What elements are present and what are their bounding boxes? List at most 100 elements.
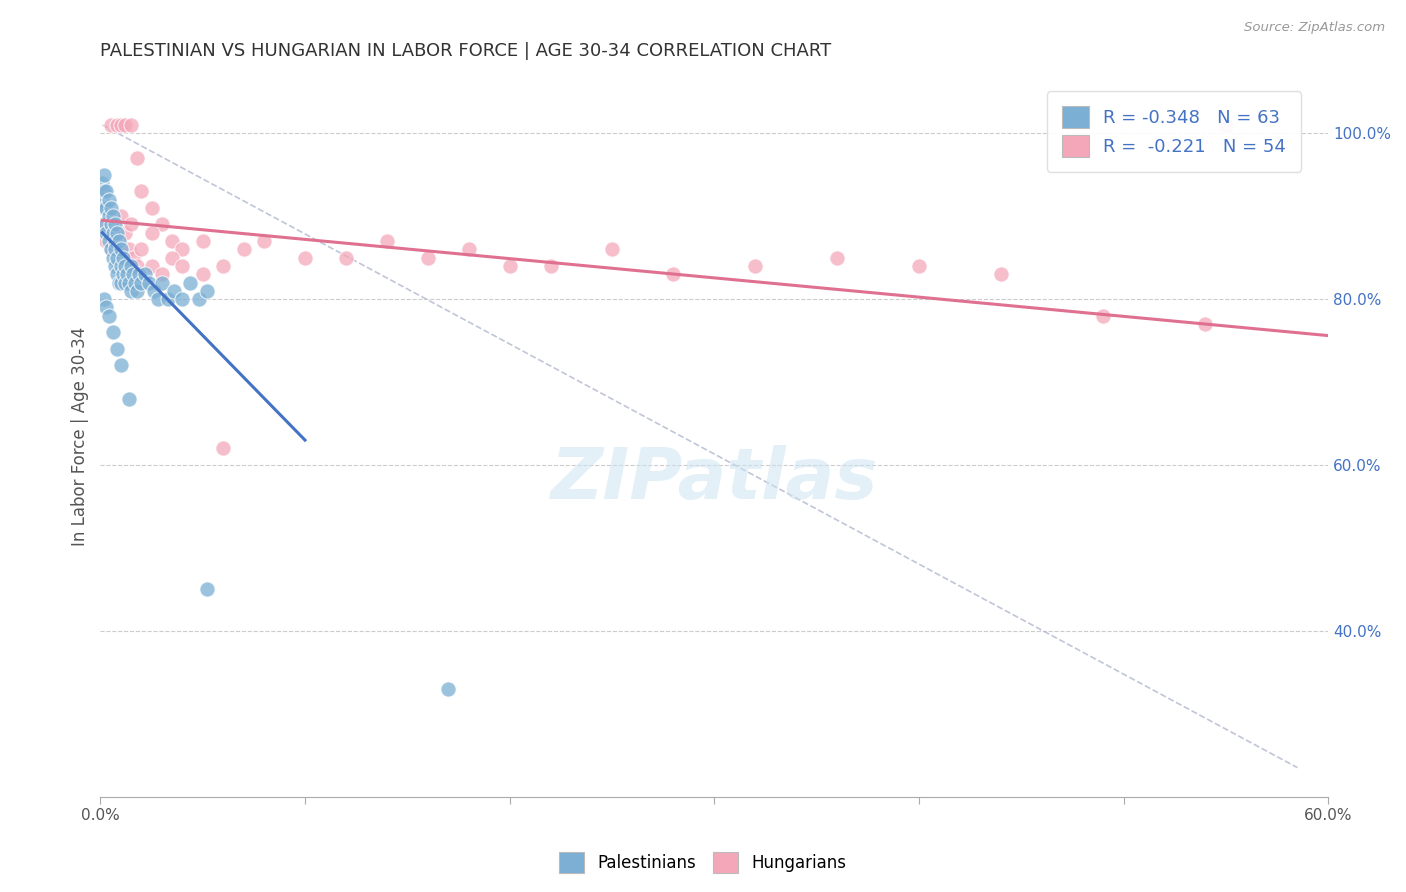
Point bbox=[187, 292, 209, 306]
Point bbox=[96, 218, 118, 232]
Point bbox=[114, 276, 136, 290]
Point bbox=[110, 276, 132, 290]
Point bbox=[93, 218, 115, 232]
Point bbox=[129, 276, 152, 290]
Point bbox=[127, 259, 149, 273]
Point bbox=[160, 251, 183, 265]
Point bbox=[540, 259, 562, 273]
Text: PALESTINIAN VS HUNGARIAN IN LABOR FORCE | AGE 30-34 CORRELATION CHART: PALESTINIAN VS HUNGARIAN IN LABOR FORCE … bbox=[100, 42, 831, 60]
Point bbox=[335, 251, 357, 265]
Point bbox=[118, 243, 141, 257]
Point bbox=[120, 284, 142, 298]
Point bbox=[191, 267, 214, 281]
Point bbox=[120, 259, 142, 273]
Text: Source: ZipAtlas.com: Source: ZipAtlas.com bbox=[1244, 21, 1385, 34]
Point bbox=[141, 201, 163, 215]
Y-axis label: In Labor Force | Age 30-34: In Labor Force | Age 30-34 bbox=[72, 326, 89, 546]
Point bbox=[1215, 118, 1237, 132]
Point bbox=[101, 209, 124, 223]
Point bbox=[110, 259, 132, 273]
Point bbox=[212, 259, 235, 273]
Point bbox=[127, 151, 149, 165]
Point bbox=[114, 226, 136, 240]
Point bbox=[104, 259, 127, 273]
Point bbox=[118, 276, 141, 290]
Point bbox=[93, 201, 115, 215]
Point bbox=[129, 184, 152, 198]
Point bbox=[160, 234, 183, 248]
Point bbox=[104, 218, 127, 232]
Point bbox=[110, 251, 132, 265]
Point bbox=[195, 582, 218, 597]
Point bbox=[97, 193, 120, 207]
Point bbox=[1092, 309, 1115, 323]
Point bbox=[100, 243, 122, 257]
Point bbox=[142, 284, 165, 298]
Point bbox=[111, 267, 134, 281]
Point bbox=[150, 276, 173, 290]
Point bbox=[163, 284, 186, 298]
Point bbox=[150, 218, 173, 232]
Point bbox=[107, 276, 129, 290]
Point bbox=[253, 234, 276, 248]
Point bbox=[101, 326, 124, 340]
Point bbox=[105, 243, 128, 257]
Point bbox=[110, 209, 132, 223]
Point bbox=[179, 276, 201, 290]
Point bbox=[91, 176, 114, 190]
Point bbox=[127, 284, 149, 298]
Point bbox=[600, 243, 623, 257]
Point bbox=[141, 259, 163, 273]
Legend: R = -0.348   N = 63, R =  -0.221   N = 54: R = -0.348 N = 63, R = -0.221 N = 54 bbox=[1047, 92, 1301, 171]
Point bbox=[294, 251, 316, 265]
Point bbox=[172, 243, 194, 257]
Point bbox=[172, 292, 194, 306]
Text: ZIPatlas: ZIPatlas bbox=[551, 445, 877, 514]
Point bbox=[150, 267, 173, 281]
Point bbox=[96, 301, 118, 315]
Legend: Palestinians, Hungarians: Palestinians, Hungarians bbox=[553, 846, 853, 880]
Point bbox=[156, 292, 179, 306]
Point bbox=[104, 226, 127, 240]
Point bbox=[375, 234, 398, 248]
Point bbox=[97, 209, 120, 223]
Point bbox=[105, 342, 128, 356]
Point bbox=[100, 201, 122, 215]
Point bbox=[744, 259, 766, 273]
Point bbox=[97, 309, 120, 323]
Point bbox=[120, 118, 142, 132]
Point bbox=[908, 259, 931, 273]
Point bbox=[97, 234, 120, 248]
Point bbox=[105, 118, 128, 132]
Point bbox=[457, 243, 479, 257]
Point bbox=[115, 267, 138, 281]
Point bbox=[141, 226, 163, 240]
Point bbox=[91, 193, 114, 207]
Point bbox=[96, 184, 118, 198]
Point bbox=[662, 267, 685, 281]
Point bbox=[825, 251, 848, 265]
Point bbox=[134, 267, 156, 281]
Point bbox=[110, 243, 132, 257]
Point bbox=[212, 442, 235, 456]
Point bbox=[97, 226, 120, 240]
Point bbox=[104, 243, 127, 257]
Point bbox=[120, 218, 142, 232]
Point bbox=[110, 359, 132, 373]
Point bbox=[93, 168, 115, 182]
Point bbox=[138, 276, 160, 290]
Point bbox=[990, 267, 1012, 281]
Point bbox=[100, 218, 122, 232]
Point bbox=[129, 243, 152, 257]
Point bbox=[105, 226, 128, 240]
Point bbox=[101, 226, 124, 240]
Point bbox=[122, 251, 145, 265]
Point bbox=[105, 267, 128, 281]
Point bbox=[232, 243, 254, 257]
Point bbox=[107, 234, 129, 248]
Point bbox=[114, 259, 136, 273]
Point bbox=[96, 234, 118, 248]
Point bbox=[128, 267, 150, 281]
Point bbox=[114, 118, 136, 132]
Point bbox=[100, 243, 122, 257]
